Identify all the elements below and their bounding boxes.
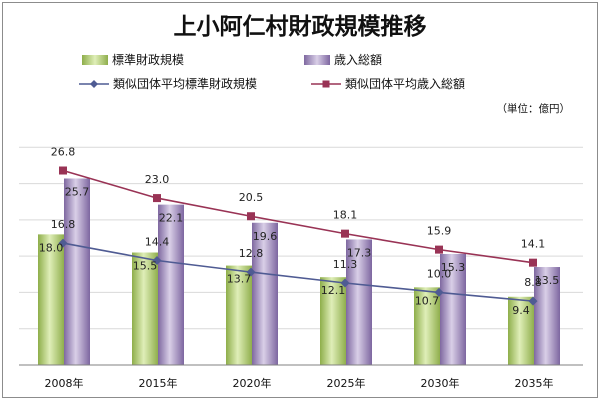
bar-total-revenue (252, 222, 278, 365)
diamond-marker (58, 238, 68, 248)
legend-swatch-1 (304, 55, 330, 65)
legend-item-2: 類似団体平均標準財政規模 (79, 76, 257, 91)
bar-total-revenue (64, 178, 90, 365)
legend: 標準財政規模 歳入総額 類似団体平均標準財政規模 類似団体平均歳入総額 (79, 52, 465, 91)
series-line (62, 169, 534, 264)
line-data-label: 8.8 (524, 276, 542, 289)
line-data-label: 15.9 (427, 225, 452, 238)
bar-standard-scale (226, 265, 252, 365)
lines (62, 169, 534, 302)
diamond-marker (246, 267, 256, 277)
data-labels: 18.015.513.712.110.79.425.722.119.617.31… (39, 146, 560, 317)
line-data-label: 14.4 (145, 235, 170, 248)
legend-label-2: 類似団体平均標準財政規模 (113, 76, 257, 91)
bar-data-label: 18.0 (39, 241, 64, 254)
square-marker (247, 212, 255, 221)
bar-standard-scale (508, 296, 534, 365)
x-tick-label: 2008年 (45, 376, 84, 390)
diamond-marker (434, 287, 444, 297)
legend-item-3: 類似団体平均歳入総額 (311, 77, 465, 91)
bar-total-revenue (158, 204, 184, 365)
bar-total-revenue (534, 267, 560, 365)
gridlines (19, 146, 583, 330)
bar-data-label: 19.6 (253, 230, 278, 243)
line-data-label: 14.1 (521, 238, 546, 251)
bar-data-label: 13.5 (535, 274, 560, 287)
line-data-label: 11.3 (333, 258, 358, 271)
x-tick-label: 2025年 (327, 376, 366, 390)
bar-standard-scale (38, 234, 64, 365)
bar-data-label: 17.3 (347, 246, 372, 259)
line-data-label: 23.0 (145, 173, 170, 186)
line-data-label: 18.1 (333, 209, 358, 222)
square-marker (529, 258, 537, 267)
bar-data-label: 25.7 (65, 185, 90, 198)
series-line (62, 242, 534, 302)
legend-label-0: 標準財政規模 (112, 52, 184, 67)
bar-data-label: 9.4 (512, 304, 530, 317)
bar-data-label: 12.1 (321, 284, 346, 297)
bars (38, 178, 560, 365)
legend-label-1: 歳入総額 (334, 53, 382, 67)
bar-data-label: 15.5 (133, 260, 158, 273)
bar-standard-scale (320, 277, 346, 365)
x-tick-label: 2035年 (515, 376, 554, 390)
x-tick-label: 2015年 (139, 376, 178, 390)
x-tick-label: 2020年 (233, 376, 272, 390)
x-tick-label: 2030年 (421, 376, 460, 390)
bar-data-label: 22.1 (159, 212, 184, 225)
bar-data-label: 10.7 (415, 294, 440, 307)
bar-standard-scale (414, 287, 440, 365)
bar-data-label: 13.7 (227, 273, 252, 286)
diamond-marker (528, 296, 538, 306)
square-marker (59, 166, 67, 175)
unit-label: （単位：億円） (497, 102, 571, 115)
square-marker (341, 229, 349, 238)
square-marker (153, 194, 161, 203)
square-marker (435, 245, 443, 254)
line-data-label: 12.8 (239, 247, 264, 260)
legend-marker-3 (322, 80, 330, 88)
line-data-label: 16.8 (51, 218, 76, 231)
bar-total-revenue (440, 253, 466, 365)
bar-total-revenue (346, 239, 372, 365)
chart: 上小阿仁村財政規模推移 標準財政規模 歳入総額 類似団体平均標準財政規模 類似団… (19, 13, 583, 390)
legend-swatch-0 (82, 55, 108, 65)
line-data-label: 26.8 (51, 146, 76, 159)
bar-data-label: 15.3 (441, 261, 466, 274)
line-data-label: 10.0 (427, 267, 452, 280)
legend-label-3: 類似団体平均歳入総額 (345, 77, 465, 91)
line-data-label: 20.5 (239, 191, 264, 204)
legend-marker-2 (90, 80, 98, 88)
diamond-marker (340, 278, 350, 288)
x-axis: 2008年 2015年 2020年 2025年 2030年 2035年 (19, 364, 583, 390)
markers (58, 166, 538, 306)
legend-item-1: 歳入総額 (304, 53, 382, 67)
chart-title: 上小阿仁村財政規模推移 (174, 13, 427, 40)
bar-standard-scale (132, 252, 158, 365)
legend-item-0: 標準財政規模 (82, 52, 184, 67)
